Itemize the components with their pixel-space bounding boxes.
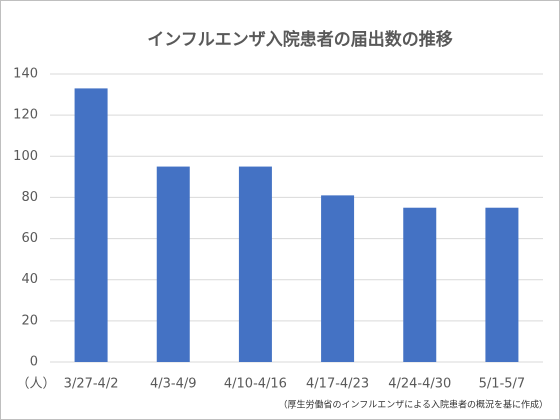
- bar: [485, 207, 519, 362]
- x-tick-label: 4/17-4/23: [306, 377, 369, 392]
- y-tick-label: 40: [21, 272, 38, 287]
- y-tick-label: 140: [13, 67, 38, 82]
- x-tick-label: 4/3-4/9: [150, 377, 197, 392]
- y-tick-label: 0: [30, 355, 38, 370]
- x-tick-label: 3/27-4/2: [64, 377, 119, 392]
- y-tick-label: 120: [13, 108, 38, 123]
- y-tick-label: 80: [21, 190, 38, 205]
- bar: [74, 88, 108, 363]
- x-tick-label: 5/1-5/7: [479, 377, 526, 392]
- x-tick-label: 4/10-4/16: [224, 377, 287, 392]
- bar: [156, 166, 190, 362]
- y-tick-label: 100: [13, 149, 38, 164]
- y-tick-label: 60: [21, 231, 38, 246]
- y-tick-label: 20: [21, 313, 38, 328]
- chart-title: インフルエンザ入院患者の届出数の推移: [147, 29, 453, 50]
- bar: [403, 207, 437, 362]
- bar: [321, 195, 355, 362]
- bar: [238, 166, 272, 362]
- unit-label: （人）: [16, 377, 55, 392]
- x-tick-label: 4/24-4/30: [388, 377, 451, 392]
- source-note: （厚生労働省のインフルエンザによる入院患者の概況を基に作成）: [279, 399, 548, 411]
